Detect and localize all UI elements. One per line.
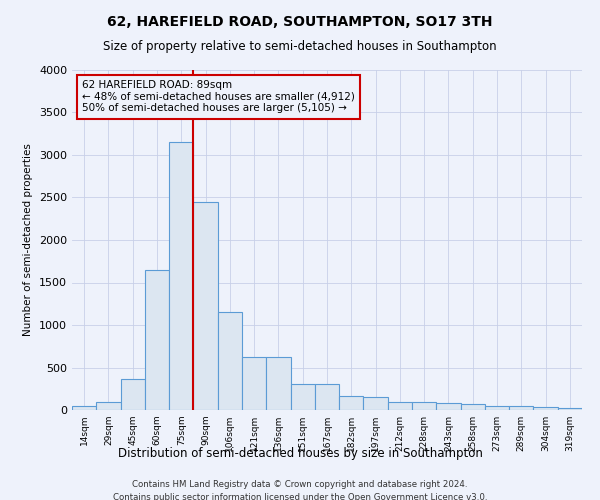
Bar — [485, 406, 509, 410]
Text: Contains HM Land Registry data © Crown copyright and database right 2024.: Contains HM Land Registry data © Crown c… — [132, 480, 468, 489]
Text: 62, HAREFIELD ROAD, SOUTHAMPTON, SO17 3TH: 62, HAREFIELD ROAD, SOUTHAMPTON, SO17 3T… — [107, 15, 493, 29]
Bar — [218, 312, 242, 410]
Y-axis label: Number of semi-detached properties: Number of semi-detached properties — [23, 144, 34, 336]
Bar — [558, 408, 582, 410]
Bar — [364, 397, 388, 410]
Bar — [509, 406, 533, 410]
Bar — [121, 378, 145, 410]
Bar — [315, 384, 339, 410]
Text: Distribution of semi-detached houses by size in Southampton: Distribution of semi-detached houses by … — [118, 448, 482, 460]
Bar — [461, 404, 485, 410]
Bar — [412, 402, 436, 410]
Bar — [290, 384, 315, 410]
Bar — [72, 406, 96, 410]
Text: 62 HAREFIELD ROAD: 89sqm
← 48% of semi-detached houses are smaller (4,912)
50% o: 62 HAREFIELD ROAD: 89sqm ← 48% of semi-d… — [82, 80, 355, 114]
Text: Contains public sector information licensed under the Open Government Licence v3: Contains public sector information licen… — [113, 492, 487, 500]
Bar — [266, 358, 290, 410]
Text: Size of property relative to semi-detached houses in Southampton: Size of property relative to semi-detach… — [103, 40, 497, 53]
Bar — [242, 358, 266, 410]
Bar — [339, 396, 364, 410]
Bar — [169, 142, 193, 410]
Bar — [436, 403, 461, 410]
Bar — [193, 202, 218, 410]
Bar — [388, 402, 412, 410]
Bar — [533, 408, 558, 410]
Bar — [145, 270, 169, 410]
Bar — [96, 402, 121, 410]
